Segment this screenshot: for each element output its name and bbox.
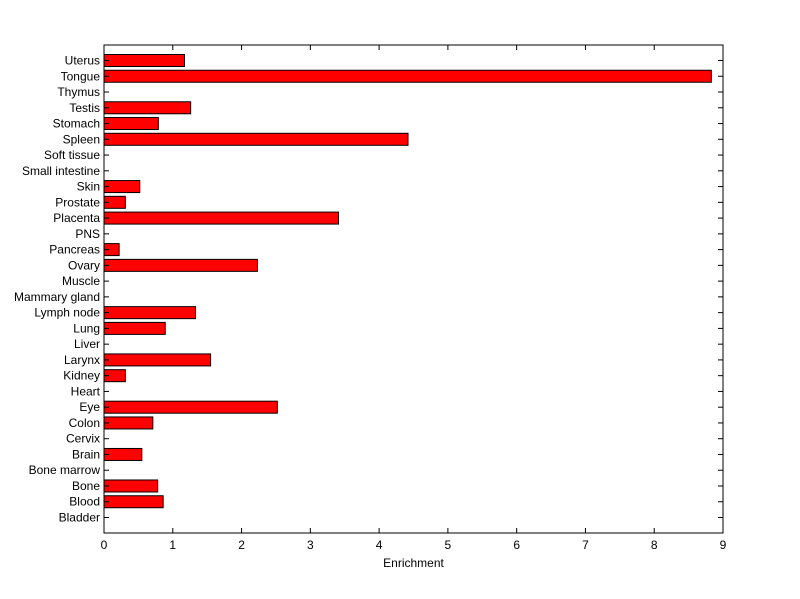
- x-axis-ticks: 0 1 2 3 4 5 6 7 8 9: [101, 45, 727, 552]
- x-tick-label-2: 2: [238, 538, 245, 552]
- y-tick-label-blood: Blood: [69, 495, 100, 509]
- y-tick-label-pns: PNS: [75, 227, 100, 241]
- y-tick-label-mammary-gland: Mammary gland: [14, 290, 100, 304]
- y-tick-label-thymus: Thymus: [57, 85, 100, 99]
- x-tick-label-5: 5: [445, 538, 452, 552]
- bar-testis: [103, 101, 192, 115]
- bar-tongue: [103, 69, 712, 83]
- x-tick-label-1: 1: [169, 538, 176, 552]
- y-tick-label-placenta: Placenta: [53, 211, 100, 225]
- y-tick-label-spleen: Spleen: [63, 132, 100, 146]
- bar-skin: [103, 180, 141, 194]
- y-tick-label-bladder: Bladder: [59, 511, 100, 525]
- x-tick-label-0: 0: [101, 538, 108, 552]
- y-tick-label-ovary: Ovary: [68, 258, 100, 272]
- y-tick-label-uterus: Uterus: [65, 54, 100, 68]
- y-tick-label-kidney: Kidney: [63, 369, 100, 383]
- y-tick-label-bone-marrow: Bone marrow: [29, 463, 101, 477]
- x-tick-label-7: 7: [582, 538, 589, 552]
- y-tick-label-liver: Liver: [74, 337, 100, 351]
- bar-uterus: [103, 54, 185, 67]
- y-tick-label-brain: Brain: [72, 447, 100, 461]
- y-tick-label-colon: Colon: [69, 416, 100, 430]
- y-tick-label-lung: Lung: [73, 321, 100, 335]
- y-tick-label-stomach: Stomach: [53, 117, 100, 131]
- x-tick-label-9: 9: [720, 538, 727, 552]
- bar-brain: [103, 447, 143, 461]
- y-tick-label-cervix: Cervix: [66, 432, 100, 446]
- bar-lung: [103, 321, 166, 335]
- x-tick-label-3: 3: [307, 538, 314, 552]
- x-tick-label-8: 8: [651, 538, 658, 552]
- bar-ovary: [103, 258, 258, 272]
- bar-bone: [103, 479, 159, 493]
- y-tick-label-heart: Heart: [71, 384, 101, 398]
- bar-placenta: [103, 211, 340, 225]
- x-tick-label-4: 4: [376, 538, 383, 552]
- bar-lymph-node: [103, 306, 196, 320]
- x-tick-label-6: 6: [513, 538, 520, 552]
- bar-colon: [103, 416, 154, 430]
- y-tick-label-small-intestine: Small intestine: [22, 164, 100, 178]
- bar-blood: [103, 495, 164, 509]
- y-tick-label-lymph-node: Lymph node: [34, 306, 100, 320]
- y-tick-label-tongue: Tongue: [61, 69, 101, 83]
- x-axis-label: Enrichment: [383, 556, 444, 570]
- y-tick-label-prostate: Prostate: [55, 195, 100, 209]
- y-tick-label-larynx: Larynx: [64, 353, 100, 367]
- bar-stomach: [103, 117, 159, 131]
- plot-area: [104, 45, 723, 533]
- y-tick-label-soft-tissue: Soft tissue: [44, 148, 100, 162]
- y-tick-label-bone: Bone: [72, 479, 100, 493]
- bar-eye: [103, 400, 278, 414]
- plot-frame: [103, 44, 724, 534]
- y-tick-label-muscle: Muscle: [62, 274, 100, 288]
- y-tick-label-testis: Testis: [69, 101, 100, 115]
- y-tick-label-pancreas: Pancreas: [49, 243, 100, 257]
- y-tick-label-skin: Skin: [77, 180, 100, 194]
- y-tick-label-eye: Eye: [79, 400, 100, 414]
- bar-spleen: [103, 132, 409, 146]
- bar-larynx: [103, 353, 212, 367]
